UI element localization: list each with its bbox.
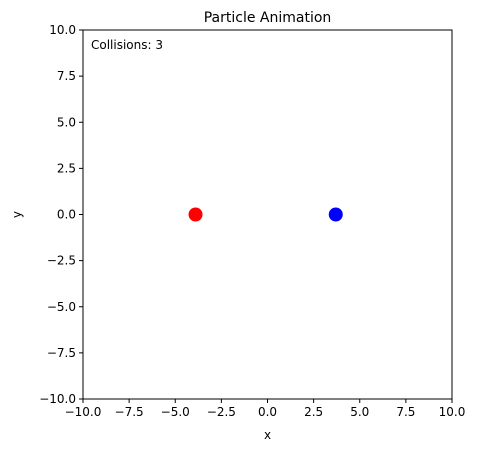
y-tick-label: 2.5 <box>57 161 76 175</box>
y-tick-label: 0.0 <box>57 208 76 222</box>
collisions-counter: Collisions: 3 <box>91 38 163 52</box>
y-tick-label: 7.5 <box>57 69 76 83</box>
x-tick-label: −5.0 <box>161 405 190 419</box>
y-tick-label: −7.5 <box>47 346 76 360</box>
x-tick-label: 10.0 <box>439 405 466 419</box>
x-tick-label: 0.0 <box>258 405 277 419</box>
y-tick-label: −5.0 <box>47 300 76 314</box>
x-tick-label: −2.5 <box>207 405 236 419</box>
x-tick-label: 7.5 <box>396 405 415 419</box>
x-axis-ticks: −10.0 −7.5 −5.0 −2.5 0.0 2.5 5.0 7.5 10.0 <box>65 399 466 419</box>
chart-title: Particle Animation <box>204 10 332 26</box>
particles <box>188 207 343 222</box>
y-tick-label: 10.0 <box>49 23 76 37</box>
y-axis-label: y <box>10 211 24 218</box>
y-axis-ticks: −10.0 −7.5 −5.0 −2.5 0.0 2.5 5.0 7.5 10.0 <box>39 23 83 406</box>
x-tick-label: 2.5 <box>304 405 323 419</box>
particle-2 <box>328 207 343 222</box>
particle-1 <box>188 207 203 222</box>
x-tick-label: −7.5 <box>115 405 144 419</box>
y-tick-label: 5.0 <box>57 115 76 129</box>
plot-frame <box>82 29 453 400</box>
y-tick-label: −10.0 <box>39 392 76 406</box>
y-tick-label: −2.5 <box>47 254 76 268</box>
x-tick-label: −10.0 <box>65 405 102 419</box>
x-axis-label: x <box>264 428 271 442</box>
x-tick-label: 5.0 <box>350 405 369 419</box>
